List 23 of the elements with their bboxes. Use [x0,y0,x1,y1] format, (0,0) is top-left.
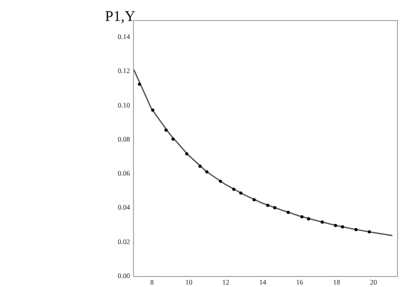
point [138,82,142,86]
point [151,108,154,112]
point [266,204,270,207]
point [185,152,188,156]
point [320,220,324,224]
point [164,128,168,132]
point [368,230,371,234]
point [218,180,222,183]
point [354,228,358,232]
point [232,188,236,191]
point [171,138,175,141]
point [273,206,276,210]
point [300,215,304,218]
point [286,210,290,214]
y-axis-title: P1,Y [105,9,136,25]
line-series [133,69,394,236]
point [205,170,208,174]
point [340,225,344,228]
point [239,191,242,195]
point [334,224,338,228]
point [252,198,256,202]
point [198,164,202,168]
point [306,217,310,220]
